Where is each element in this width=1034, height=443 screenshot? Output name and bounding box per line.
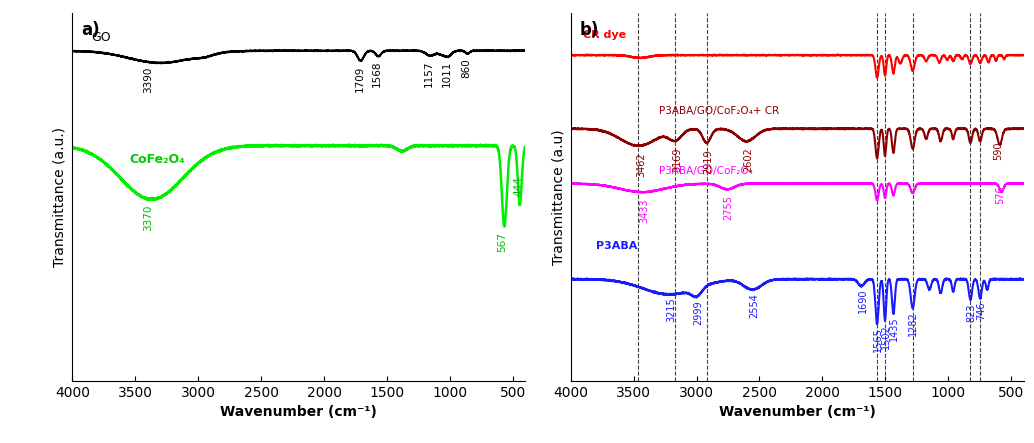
Text: 444: 444 <box>514 176 523 196</box>
Text: 2919: 2919 <box>703 149 713 174</box>
Text: 2602: 2602 <box>742 148 753 172</box>
Text: CoFe₂O₄: CoFe₂O₄ <box>129 153 185 167</box>
Text: 3462: 3462 <box>636 152 646 177</box>
Text: P3ABA/GO/CoF₂O₄+ CR: P3ABA/GO/CoF₂O₄+ CR <box>659 106 779 116</box>
Text: 746: 746 <box>976 302 985 320</box>
Text: 1690: 1690 <box>857 289 868 314</box>
Text: 3215: 3215 <box>666 298 676 323</box>
Text: 1282: 1282 <box>908 311 918 336</box>
Text: 1157: 1157 <box>424 61 434 87</box>
Text: a): a) <box>82 21 100 39</box>
Text: b): b) <box>580 21 599 39</box>
Text: 3169: 3169 <box>673 147 682 172</box>
Text: CR dye: CR dye <box>583 31 627 40</box>
Text: 1565: 1565 <box>874 327 883 352</box>
Text: 3433: 3433 <box>640 198 649 223</box>
Text: 1011: 1011 <box>443 61 452 87</box>
Text: 590: 590 <box>994 141 1003 160</box>
Text: 1435: 1435 <box>889 317 899 342</box>
X-axis label: Wavenumber (cm⁻¹): Wavenumber (cm⁻¹) <box>719 405 876 420</box>
Text: 823: 823 <box>966 303 976 322</box>
Text: 576: 576 <box>996 186 1005 205</box>
Y-axis label: Transmittance (a.u.): Transmittance (a.u.) <box>53 127 67 267</box>
Text: P3ABA: P3ABA <box>596 241 637 251</box>
Text: 1568: 1568 <box>372 61 383 87</box>
Y-axis label: Transmittance (a.u): Transmittance (a.u) <box>551 129 566 265</box>
Text: 860: 860 <box>461 58 472 78</box>
Text: 2554: 2554 <box>749 293 759 318</box>
Text: P3ABA/GO/CoF₂O₄: P3ABA/GO/CoF₂O₄ <box>659 166 753 175</box>
Text: GO: GO <box>91 31 111 44</box>
Text: 1709: 1709 <box>355 65 364 92</box>
Text: 1502: 1502 <box>881 324 890 349</box>
Text: 2999: 2999 <box>693 300 703 325</box>
X-axis label: Wavenumber (cm⁻¹): Wavenumber (cm⁻¹) <box>220 405 377 420</box>
Text: 3370: 3370 <box>143 205 153 231</box>
Text: 567: 567 <box>497 232 508 252</box>
Text: 2755: 2755 <box>724 195 733 220</box>
Text: 3390: 3390 <box>143 66 153 93</box>
